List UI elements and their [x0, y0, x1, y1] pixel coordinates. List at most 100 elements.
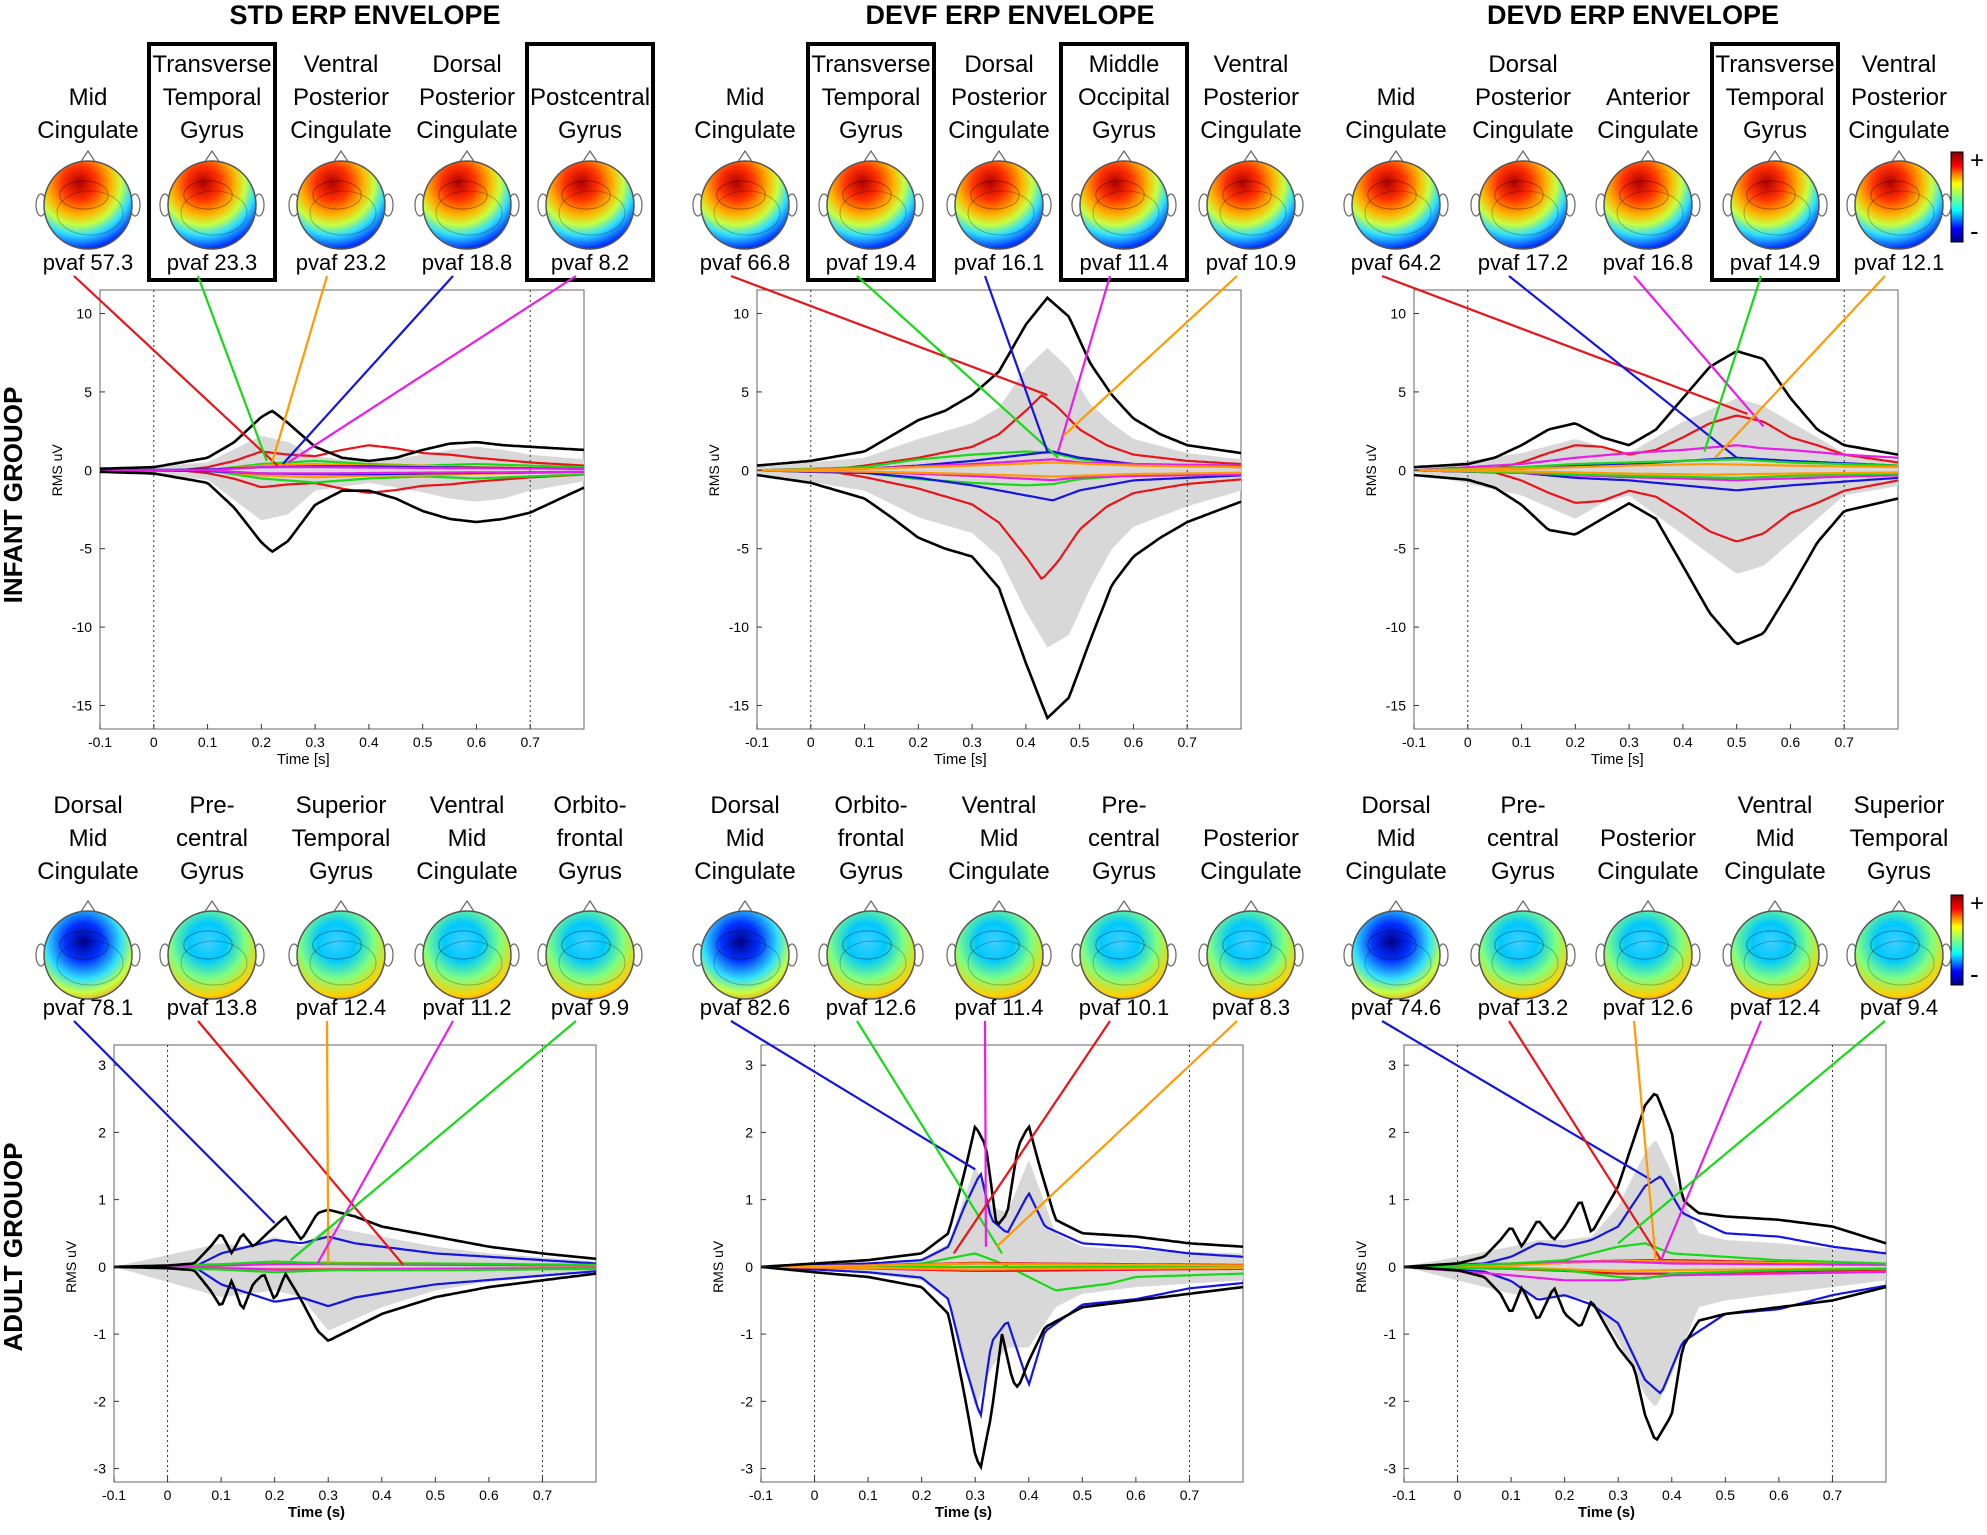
component-middle-occipital-gyrus: Middle Occipital Gyrus pvaf 11.4 — [1057, 42, 1189, 452]
nose-icon — [458, 899, 476, 914]
contour-line — [1364, 190, 1432, 236]
x-tick-label: 0.1 — [1512, 734, 1532, 750]
posterior-cingulate-scalp-map-icon — [1603, 910, 1693, 1000]
colorbar-min-label: - — [1970, 216, 1979, 246]
x-tick-label: 0.2 — [909, 734, 929, 750]
component-name: Anterior — [1606, 84, 1690, 111]
y-axis-label: RMS uV — [63, 1240, 79, 1293]
component-name: Cingulate — [416, 858, 517, 885]
pvaf-label: pvaf 12.1 — [1854, 250, 1945, 275]
contour-line — [435, 940, 503, 986]
component-name: Postcentral — [530, 84, 650, 111]
nose-icon — [1639, 899, 1657, 914]
component-posterior-cingulate: Posterior Cingulate pvaf 12.6 — [1595, 825, 1701, 1261]
component-name: Cingulate — [1597, 858, 1698, 885]
contour-line — [839, 190, 907, 236]
connector-line — [290, 1020, 577, 1261]
variance-shading — [1414, 398, 1898, 574]
nose-icon — [990, 149, 1008, 164]
nose-icon — [1242, 899, 1260, 914]
contour-line — [1616, 190, 1684, 236]
contour-line — [1095, 930, 1145, 960]
component-name: frontal — [557, 825, 624, 852]
pvaf-label: pvaf 8.2 — [551, 250, 629, 275]
contour-line — [1746, 180, 1796, 210]
mid-cingulate-scalp-map-icon — [43, 160, 133, 250]
y-tick-label: 0 — [98, 1259, 106, 1275]
component-name: Temporal — [1850, 825, 1949, 852]
ventral-mid-cingulate-scalp-map-icon — [422, 910, 512, 1000]
y-tick-label: -2 — [1384, 1393, 1397, 1409]
x-tick-label: 0 — [1464, 734, 1472, 750]
pvaf-label: pvaf 57.3 — [43, 250, 134, 275]
x-tick-label: 0.4 — [1662, 1487, 1682, 1503]
x-tick-label: 0.2 — [252, 734, 272, 750]
x-tick-label: 0.2 — [265, 1487, 285, 1503]
pvaf-label: pvaf 18.8 — [422, 250, 513, 275]
y-tick-label: 10 — [76, 306, 92, 322]
pvaf-label: pvaf 82.6 — [700, 995, 791, 1020]
envelope-lower-line — [114, 1265, 597, 1342]
y-tick-label: -1 — [1384, 1326, 1397, 1342]
component-pre-central-gyrus: Pre-central Gyrus pvaf 10.1 — [952, 792, 1177, 1255]
x-tick-label: 0.5 — [413, 734, 433, 750]
x-tick-label: -0.1 — [88, 734, 112, 750]
component-line-posterior-cingulate — [1403, 1259, 1887, 1268]
component-name: Mid — [1756, 825, 1795, 852]
dorsal-posterior-cingulate-scalp-map-icon — [1478, 160, 1568, 250]
connector-line — [983, 1020, 988, 1247]
x-tick-label: 0.4 — [372, 1487, 392, 1503]
component-ventral-posterior-cingulate: Ventral Posterior Cingulate pvaf 10.9 — [1062, 51, 1304, 437]
highlight-box — [1710, 42, 1840, 282]
contour-line — [435, 190, 503, 236]
contour-line — [716, 180, 766, 210]
component-name: Ventral — [1738, 792, 1813, 819]
connector-line — [197, 1020, 405, 1266]
connector-line — [1632, 1020, 1657, 1261]
x-tick-label: 0.1 — [1501, 1487, 1521, 1503]
envelope-lower-line — [760, 1265, 1244, 1471]
pvaf-label: pvaf 23.3 — [167, 250, 258, 275]
component-name: Gyrus — [839, 858, 903, 885]
contour-line — [1870, 930, 1920, 960]
y-tick-label: 5 — [1398, 384, 1406, 400]
component-name: Cingulate — [694, 858, 795, 885]
component-superior-temporal-gyrus: Superior Temporal Gyrus pvaf 12.4 — [288, 792, 394, 1264]
nose-icon — [1387, 899, 1405, 914]
contour-line — [1092, 940, 1160, 986]
contour-line — [561, 930, 611, 960]
nose-icon — [332, 149, 350, 164]
connector-line — [287, 275, 577, 464]
contour-line — [1367, 180, 1417, 210]
pvaf-label: pvaf 8.3 — [1212, 995, 1290, 1020]
component-name: Orbito- — [834, 792, 907, 819]
pvaf-label: pvaf 11.4 — [955, 995, 1044, 1020]
pvaf-label: pvaf 23.2 — [296, 250, 387, 275]
component-ventral-mid-cingulate: Ventral Mid Cingulate pvaf 11.2 — [316, 792, 520, 1265]
nose-icon — [79, 899, 97, 914]
panel-infant-std: -0.1 0 0.1 0.2 0.3 0.4 0.5 0.6 0.7 10 5 0 -5 -10 -15 Ti… — [35, 42, 655, 768]
x-tick-label: 0.5 — [1070, 734, 1090, 750]
y-tick-label: -2 — [741, 1393, 754, 1409]
y-axis-label: RMS uV — [710, 1240, 726, 1293]
dorsal-posterior-cingulate-scalp-map-icon — [422, 160, 512, 250]
nose-icon — [862, 149, 880, 164]
pvaf-label: pvaf 16.1 — [954, 250, 1045, 275]
pvaf-label: pvaf 78.1 — [43, 995, 134, 1020]
x-tick-label: 0.2 — [912, 1487, 932, 1503]
x-tick-label: -0.1 — [1402, 734, 1426, 750]
ventral-posterior-cingulate-scalp-map-icon — [296, 160, 386, 250]
y-tick-label: 5 — [741, 384, 749, 400]
x-tick-label: 0.3 — [1608, 1487, 1628, 1503]
dorsal-posterior-cingulate-scalp-map-icon — [954, 160, 1044, 250]
ventral-posterior-cingulate-scalp-map-icon — [1206, 160, 1296, 250]
y-tick-label: 0 — [1388, 1259, 1396, 1275]
y-tick-label: -5 — [737, 541, 750, 557]
row-label-infant: INFANT GROUOP — [0, 387, 28, 604]
contour-line — [558, 940, 626, 986]
contour-line — [309, 190, 377, 236]
connector-line — [73, 1020, 276, 1224]
contour-line — [1746, 930, 1796, 960]
connector-line — [73, 275, 279, 467]
component-name: Temporal — [1726, 84, 1825, 111]
